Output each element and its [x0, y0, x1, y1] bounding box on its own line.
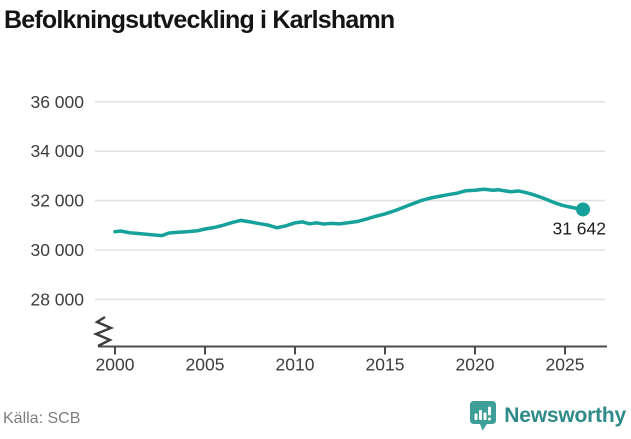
newsworthy-icon: [470, 401, 497, 431]
x-axis-tick-label: 2015: [366, 355, 405, 375]
population-line: [113, 187, 585, 238]
y-axis-tick-label: 30 000: [30, 240, 84, 260]
y-axis-tick-label: 34 000: [30, 141, 84, 161]
chart-title: Befolkningsutveckling i Karlshamn: [4, 6, 395, 34]
bar-glyph-3: [483, 412, 487, 420]
source-label: Källa: SCB: [3, 410, 81, 427]
line-chart: 36 000 34 000 32 000 30 000 28 000 2000 2005 20…: [30, 92, 607, 375]
bar-glyph-1: [474, 413, 478, 420]
y-axis-tick-label: 28 000: [30, 289, 84, 309]
newsworthy-logo[interactable]: Newsworthy: [470, 401, 626, 431]
bar-glyph-2: [479, 410, 483, 420]
y-axis-tick-label: 36 000: [30, 92, 84, 112]
x-axis-tick-label: 2010: [276, 355, 315, 375]
speech-bubble-shape: [470, 401, 497, 431]
exclamation-bar-glyph: [488, 406, 492, 416]
y-axis-tick-label: 32 000: [30, 191, 84, 211]
end-point-dot: [576, 202, 590, 217]
exclamation-dot-glyph: [488, 417, 492, 421]
x-axis-tick-label: 2020: [456, 355, 495, 375]
end-value-label: 31 642: [552, 218, 606, 238]
newsworthy-wordmark: Newsworthy: [504, 404, 626, 427]
x-axis-tick-label: 2005: [186, 355, 225, 375]
axis-break-icon: [92, 315, 115, 348]
x-axis-tick-label: 2025: [546, 355, 585, 375]
x-axis-tick-label: 2000: [96, 355, 135, 375]
